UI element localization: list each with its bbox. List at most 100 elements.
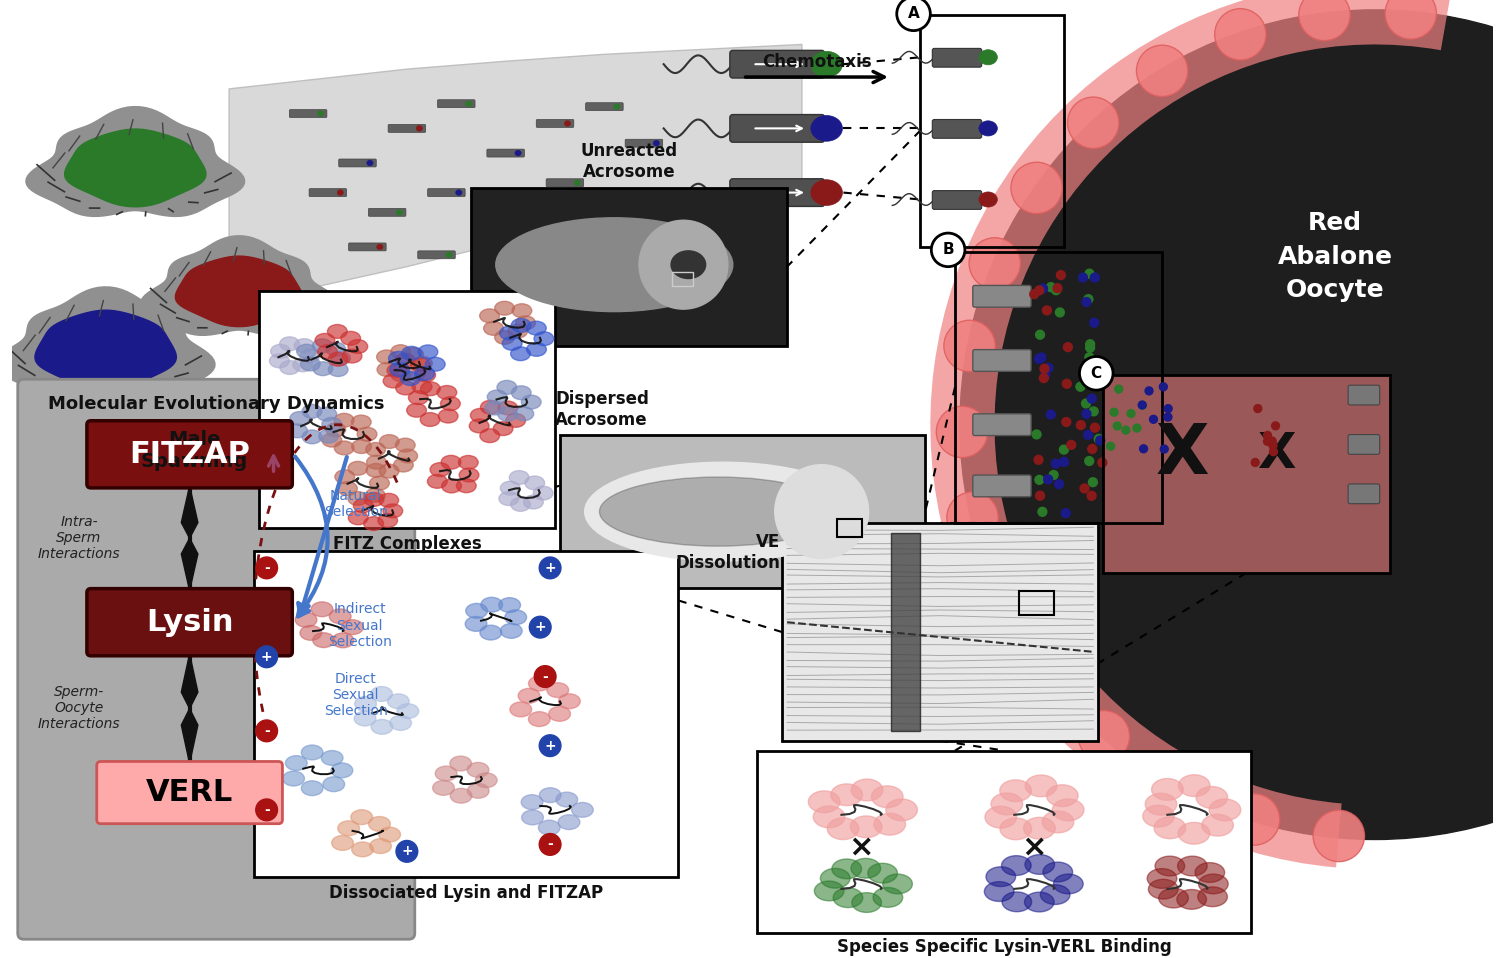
Circle shape <box>1059 458 1068 467</box>
Ellipse shape <box>874 813 906 835</box>
Text: C: C <box>1090 366 1102 381</box>
Circle shape <box>1138 401 1146 409</box>
Circle shape <box>1032 430 1041 439</box>
FancyBboxPatch shape <box>974 285 1030 308</box>
Ellipse shape <box>833 859 861 878</box>
Ellipse shape <box>394 354 416 367</box>
Circle shape <box>897 0 930 31</box>
Ellipse shape <box>833 888 862 907</box>
Circle shape <box>256 646 278 668</box>
Ellipse shape <box>380 493 399 507</box>
Ellipse shape <box>534 487 554 500</box>
Circle shape <box>1269 442 1276 449</box>
Ellipse shape <box>488 390 507 404</box>
Ellipse shape <box>270 344 291 358</box>
Ellipse shape <box>498 407 517 422</box>
Ellipse shape <box>338 482 357 495</box>
Ellipse shape <box>1002 855 1031 876</box>
Ellipse shape <box>390 716 411 730</box>
Ellipse shape <box>348 462 368 475</box>
Circle shape <box>1030 289 1038 299</box>
Ellipse shape <box>520 795 543 810</box>
FancyBboxPatch shape <box>537 243 574 251</box>
Bar <box>254 551 678 877</box>
Circle shape <box>944 320 994 372</box>
Ellipse shape <box>328 363 348 376</box>
Ellipse shape <box>322 777 345 791</box>
FancyBboxPatch shape <box>348 243 386 251</box>
Ellipse shape <box>348 511 368 525</box>
Ellipse shape <box>396 210 404 216</box>
Circle shape <box>1084 295 1094 304</box>
Ellipse shape <box>392 345 411 358</box>
Circle shape <box>1020 648 1071 698</box>
Circle shape <box>1053 284 1062 292</box>
Circle shape <box>1084 457 1094 466</box>
Ellipse shape <box>873 887 903 907</box>
Text: Chemotaxis: Chemotaxis <box>762 53 871 71</box>
Ellipse shape <box>1202 814 1233 836</box>
Ellipse shape <box>456 479 476 492</box>
Circle shape <box>1041 371 1050 379</box>
Circle shape <box>1066 441 1076 449</box>
Circle shape <box>1011 162 1062 214</box>
Ellipse shape <box>330 352 351 365</box>
Text: Direct
Sexual
Selection: Direct Sexual Selection <box>324 672 388 718</box>
Ellipse shape <box>1143 806 1174 827</box>
Ellipse shape <box>471 408 490 422</box>
Ellipse shape <box>850 858 880 878</box>
Ellipse shape <box>1053 799 1084 821</box>
Ellipse shape <box>414 367 435 380</box>
FancyBboxPatch shape <box>974 475 1030 497</box>
FancyBboxPatch shape <box>477 233 514 241</box>
Ellipse shape <box>500 598 520 612</box>
Ellipse shape <box>297 344 316 358</box>
Text: X: X <box>1257 430 1296 478</box>
Circle shape <box>960 10 1500 839</box>
Circle shape <box>1034 455 1042 465</box>
Circle shape <box>1038 508 1047 516</box>
Text: -: - <box>264 560 270 575</box>
Bar <box>1102 376 1389 573</box>
Wedge shape <box>930 0 1452 867</box>
Ellipse shape <box>370 687 393 701</box>
Text: ×: × <box>849 833 874 862</box>
Ellipse shape <box>393 458 412 472</box>
Circle shape <box>1086 340 1095 349</box>
Circle shape <box>1089 478 1098 487</box>
Ellipse shape <box>614 103 620 109</box>
Ellipse shape <box>292 358 312 372</box>
Circle shape <box>1149 416 1158 423</box>
Bar <box>672 272 693 286</box>
FancyBboxPatch shape <box>626 139 663 148</box>
Ellipse shape <box>821 868 850 888</box>
Polygon shape <box>230 44 802 307</box>
Ellipse shape <box>435 766 457 781</box>
Ellipse shape <box>506 234 512 240</box>
Ellipse shape <box>1023 817 1054 839</box>
Text: Molecular Evolutionary Dynamics: Molecular Evolutionary Dynamics <box>48 395 384 413</box>
Ellipse shape <box>270 354 290 368</box>
FancyBboxPatch shape <box>290 109 327 118</box>
Ellipse shape <box>426 357 445 371</box>
Ellipse shape <box>450 788 472 803</box>
Ellipse shape <box>392 368 411 381</box>
Circle shape <box>1140 445 1148 453</box>
Ellipse shape <box>388 352 408 365</box>
Ellipse shape <box>351 415 370 429</box>
Ellipse shape <box>548 683 568 697</box>
Ellipse shape <box>370 719 393 734</box>
Circle shape <box>946 491 998 543</box>
Circle shape <box>1035 354 1044 363</box>
Polygon shape <box>182 538 198 591</box>
Ellipse shape <box>1000 818 1032 840</box>
Text: FITZ Complexes: FITZ Complexes <box>333 536 482 554</box>
Ellipse shape <box>342 620 363 634</box>
Circle shape <box>1086 343 1095 353</box>
Circle shape <box>1161 445 1168 453</box>
Ellipse shape <box>1148 869 1178 888</box>
Polygon shape <box>182 653 198 709</box>
Text: VE
Dissolution: VE Dissolution <box>675 534 780 572</box>
Ellipse shape <box>1026 775 1057 797</box>
Bar <box>837 519 862 537</box>
